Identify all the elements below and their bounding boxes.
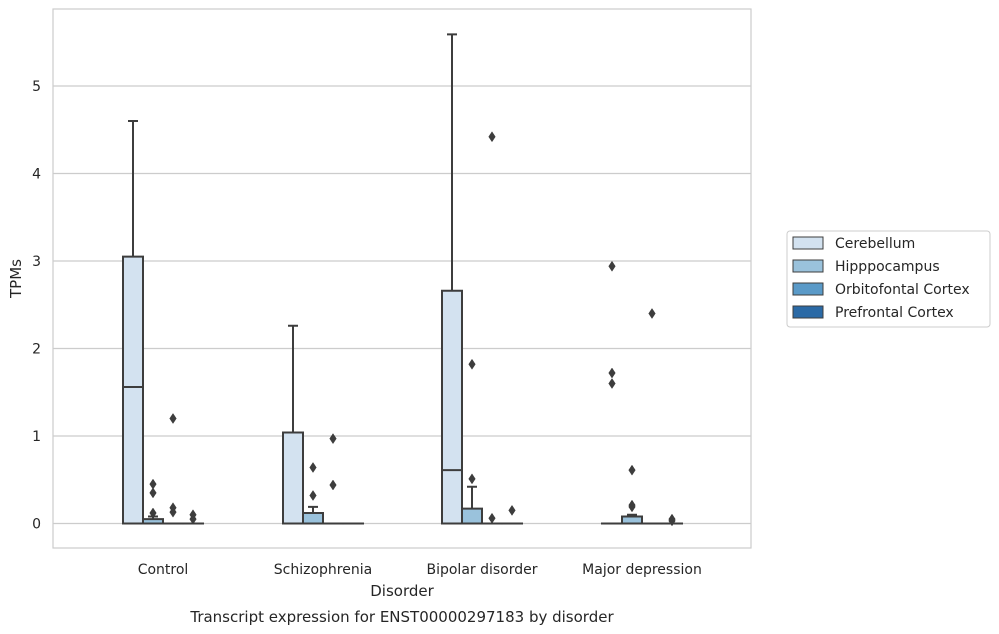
outlier-point (488, 131, 496, 143)
box (282, 431, 304, 525)
legend: Cerebellum Hipppocampus Orbitofontal Corte… (786, 230, 991, 328)
legend-label: Orbitofontal Cortex (835, 282, 970, 298)
outlier-point (468, 473, 476, 485)
box-group (322, 433, 344, 525)
outlier-point (169, 413, 177, 424)
legend-item: Cerebellum (792, 236, 915, 252)
legend-label: Cerebellum (835, 236, 915, 252)
box (461, 507, 483, 525)
box (621, 515, 643, 525)
box-group (661, 513, 683, 527)
box-group (162, 413, 184, 525)
legend-frame (786, 230, 991, 328)
y-tick-label: 1 (32, 429, 41, 445)
outlier-point (628, 501, 636, 513)
outlier-point (329, 433, 337, 445)
legend-swatch (792, 236, 824, 250)
outlier-point (189, 513, 197, 525)
outlier-point (608, 260, 616, 272)
box-group (142, 478, 164, 525)
y-tick-label: 4 (32, 167, 41, 183)
outlier-point (608, 378, 616, 389)
outlier-point (309, 490, 317, 501)
outlier-point (329, 479, 337, 491)
outlier-point (468, 358, 476, 370)
y-tick-label: 3 (32, 254, 41, 270)
outlier-point (508, 504, 516, 516)
x-tick-label: Control (138, 562, 189, 578)
outlier-point (488, 512, 496, 524)
outlier-point (309, 462, 317, 473)
outlier-point (628, 464, 636, 476)
x-axis-ticks: Control Schizophrenia Bipolar disorder Majo… (138, 562, 702, 578)
x-tick-label: Schizophrenia (274, 562, 372, 578)
outlier-point (169, 506, 177, 518)
box-group (182, 509, 204, 525)
box-plot-area (122, 33, 683, 527)
box-group (461, 358, 483, 525)
legend-item: Orbitofontal Cortex (792, 282, 970, 298)
legend-item: Prefrontal Cortex (792, 305, 954, 321)
box-group (282, 324, 304, 525)
box-group (501, 504, 523, 525)
outlier-point (648, 308, 656, 319)
box-group (122, 120, 144, 525)
x-tick-label: Bipolar disorder (426, 562, 537, 578)
box-group (641, 308, 663, 525)
outlier-point (608, 367, 616, 379)
box-group (601, 260, 623, 525)
legend-label: Prefrontal Cortex (835, 305, 954, 321)
box-group (441, 33, 463, 525)
y-axis-label: TPMs (7, 259, 25, 299)
y-tick-label: 5 (32, 79, 41, 95)
x-axis-label: Disorder (370, 582, 434, 600)
outlier-point (149, 507, 157, 519)
outlier-point (668, 515, 676, 527)
legend-swatch (792, 259, 824, 273)
x-tick-label: Major depression (582, 562, 702, 578)
y-axis-ticks: 0 1 2 3 4 5 (32, 79, 41, 533)
legend-label: Hipppocampus (835, 259, 940, 275)
box (302, 512, 324, 525)
box-group (621, 464, 643, 525)
outlier-point (149, 487, 157, 499)
y-tick-label: 0 (32, 517, 41, 533)
chart-caption: Transcript expression for ENST0000029718… (189, 608, 614, 626)
grid-lines (53, 85, 751, 525)
y-tick-label: 2 (32, 342, 41, 358)
box-group (481, 131, 503, 525)
box (122, 255, 144, 525)
legend-item: Hipppocampus (792, 259, 940, 275)
legend-swatch (792, 282, 824, 296)
legend-swatch (792, 305, 824, 319)
box (441, 289, 463, 525)
plot-frame (52, 8, 752, 549)
box-group (302, 462, 324, 525)
